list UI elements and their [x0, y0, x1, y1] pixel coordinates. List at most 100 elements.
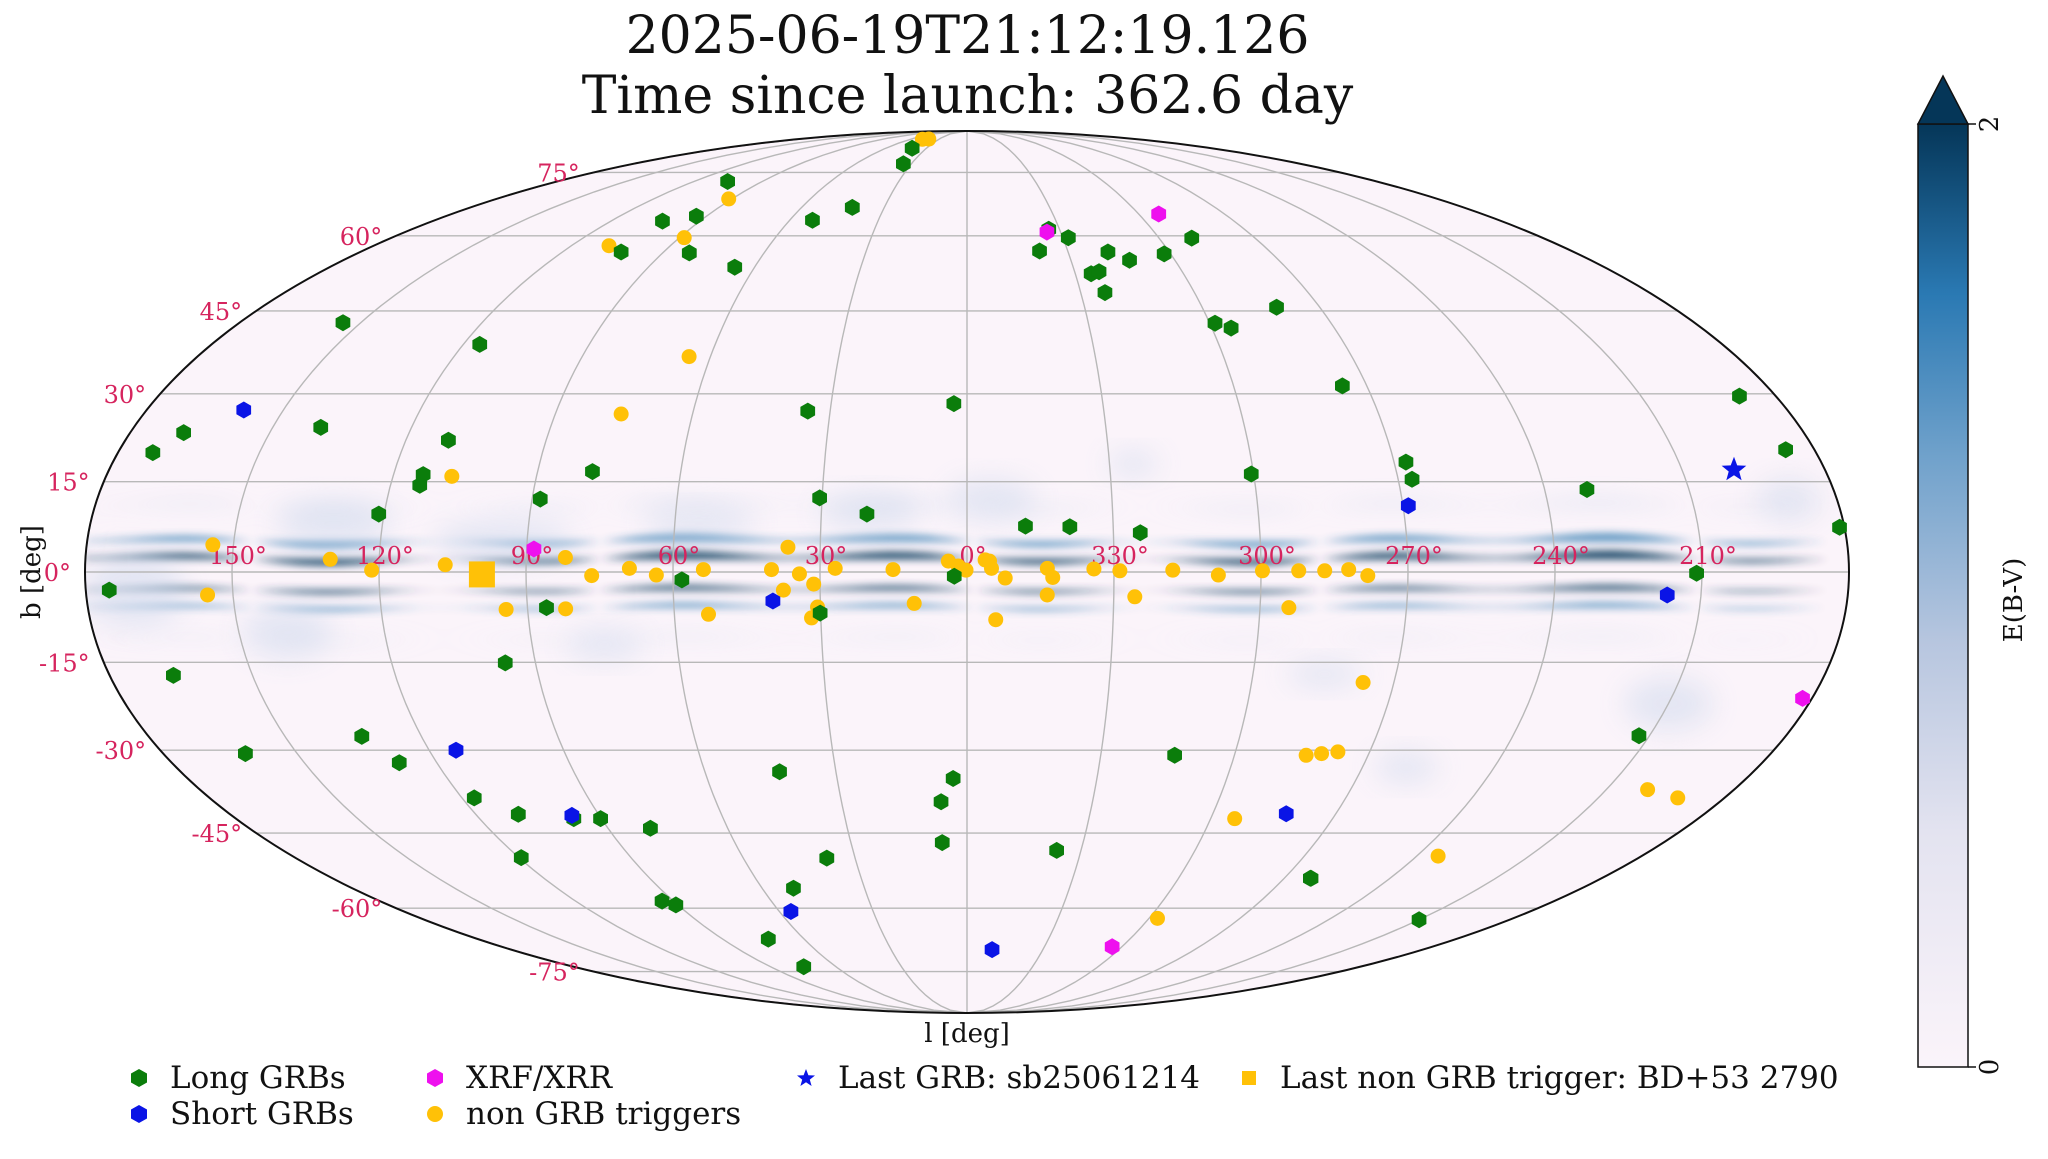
long-grb-point	[532, 490, 548, 508]
star-marker-icon	[797, 1069, 815, 1086]
long-grb-point	[760, 930, 776, 948]
long-grb-point	[1132, 524, 1148, 542]
non-grb-trigger-point	[1254, 563, 1270, 579]
long-grb-point	[1097, 284, 1113, 302]
long-grb-point	[796, 958, 812, 976]
legend-label: XRF/XRR	[466, 1060, 613, 1096]
non-grb-trigger-point	[584, 568, 600, 584]
non-grb-trigger-point	[1640, 782, 1656, 798]
dust-cloud	[85, 553, 186, 627]
non-grb-trigger-point	[1360, 568, 1376, 584]
dust-cloud	[566, 628, 643, 660]
non-grb-trigger-point	[780, 539, 796, 555]
legend-item-long-grb: Long GRBs	[130, 1060, 346, 1096]
xrf-xrr-point	[1795, 689, 1810, 707]
non-grb-trigger-point	[1045, 569, 1061, 585]
non-grb-trigger-point	[601, 238, 617, 254]
long-grb-point	[1631, 727, 1647, 745]
non-grb-trigger-point	[558, 601, 574, 617]
long-grb-point	[1579, 481, 1595, 498]
circle-marker-icon	[427, 1106, 443, 1122]
long-grb-point	[1689, 564, 1704, 582]
non-grb-trigger-point	[1670, 790, 1686, 806]
xrf-xrr-point	[526, 540, 542, 558]
long-grb-point	[668, 896, 684, 914]
long-grb-point	[391, 754, 407, 772]
non-grb-trigger-point	[982, 553, 998, 569]
non-grb-trigger-point	[1314, 746, 1330, 762]
long-grb-point	[145, 444, 161, 462]
long-grb-point	[1732, 387, 1747, 405]
legend-label: Last GRB: sb25061214	[838, 1060, 1201, 1096]
long-grb-point	[812, 489, 827, 507]
latitude-tick-label: 75°	[537, 159, 580, 187]
non-grb-trigger-point	[1355, 674, 1371, 690]
long-grb-point	[613, 243, 629, 261]
non-grb-trigger-point	[1341, 562, 1357, 578]
short-grb-point	[783, 903, 799, 920]
long-grb-point	[689, 207, 704, 225]
non-grb-trigger-point	[437, 557, 453, 573]
non-grb-trigger-point	[695, 562, 711, 578]
long-grb-point	[1156, 245, 1172, 263]
dust-cloud	[641, 508, 757, 540]
long-grb-point	[654, 892, 670, 910]
x-axis-label: l [deg]	[924, 1019, 1010, 1049]
short-grb-point	[1278, 805, 1294, 823]
non-grb-trigger-point	[205, 537, 221, 553]
xrf-xrr-point	[1039, 223, 1055, 241]
long-grb-point	[441, 431, 456, 449]
non-grb-trigger-point	[1210, 567, 1226, 583]
latitude-tick-label: -15°	[39, 649, 90, 677]
non-grb-trigger-point	[621, 560, 637, 576]
non-grb-trigger-point	[791, 566, 807, 582]
latitude-tick-label: 30°	[104, 381, 147, 409]
chart-title-elapsed: Time since launch: 362.6 day	[581, 66, 1354, 126]
non-grb-trigger-point	[1291, 563, 1307, 579]
non-grb-trigger-point	[676, 230, 692, 246]
dust-cloud	[276, 500, 392, 548]
long-grb-point	[859, 505, 875, 523]
long-grb-point	[819, 849, 835, 867]
non-grb-trigger-point	[498, 601, 514, 617]
y-axis-label: b [deg]	[17, 525, 47, 619]
long-grb-point	[472, 335, 488, 353]
hexagon-marker-icon	[131, 1105, 147, 1123]
long-grb-point	[945, 770, 961, 787]
long-grb-point	[681, 244, 697, 262]
long-grb-point	[1091, 263, 1107, 281]
dust-cloud	[1107, 450, 1159, 477]
non-grb-trigger-point	[997, 570, 1013, 586]
non-grb-trigger-point	[648, 567, 664, 583]
latitude-tick-label: -30°	[96, 737, 147, 765]
long-grb-point	[786, 879, 801, 897]
non-grb-trigger-point	[1039, 587, 1055, 603]
long-grb-point	[166, 666, 181, 684]
long-grb-point	[1335, 377, 1350, 395]
longitude-tick-label: 270°	[1385, 542, 1443, 570]
non-grb-trigger-point	[613, 406, 629, 422]
legend-label: Last non GRB trigger: BD+53 2790	[1280, 1060, 1839, 1096]
latitude-tick-label: -60°	[332, 895, 383, 923]
non-grb-trigger-point	[1086, 561, 1102, 577]
long-grb-point	[335, 314, 351, 332]
non-grb-trigger-point	[1112, 563, 1128, 579]
non-grb-trigger-point	[1330, 744, 1346, 760]
long-grb-point	[593, 810, 608, 828]
legend-item-xrf: XRF/XRR	[426, 1060, 612, 1096]
long-grb-point	[655, 212, 670, 230]
legend-item-last-grb: Last GRB: sb25061214	[796, 1060, 1200, 1096]
colorbar: 2 0 E(B-V)	[1916, 74, 2029, 1075]
dust-band-mid	[87, 533, 1828, 612]
map-outline	[84, 130, 1850, 1014]
non-grb-trigger-point	[763, 562, 779, 578]
non-grb-trigger-point	[988, 612, 1004, 628]
latitude-tick-label: 0°	[44, 559, 71, 587]
long-grb-point	[497, 654, 513, 672]
legend: Long GRBs Short GRBs XRF/XRR non GRB tri…	[130, 1060, 1839, 1155]
non-grb-trigger-point	[721, 191, 737, 207]
legend-label: Short GRBs	[170, 1096, 354, 1132]
non-grb-trigger-point	[1127, 589, 1143, 605]
